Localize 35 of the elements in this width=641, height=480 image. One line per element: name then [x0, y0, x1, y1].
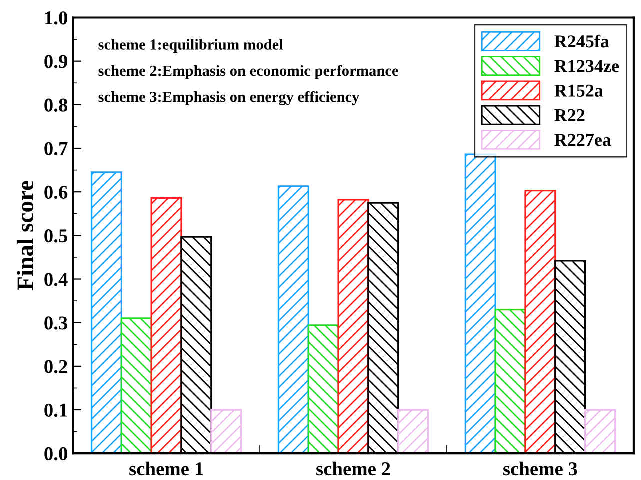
y-tick-label: 0.9: [44, 55, 68, 68]
legend-label: R227ea: [554, 134, 612, 146]
legend-label: R152a: [554, 84, 604, 97]
x-tick-label: scheme 3: [504, 462, 578, 476]
bar: [398, 409, 430, 454]
y-tick-label: 1.0: [45, 12, 68, 25]
bar: [278, 186, 310, 454]
bar: [524, 190, 556, 454]
y-tick-label: 0.3: [44, 316, 68, 330]
bar: [494, 308, 526, 454]
bar: [210, 409, 242, 454]
y-tick-label: 0.4: [44, 273, 68, 286]
bar: [308, 324, 340, 454]
annotation: scheme 2:Emphasis on economic performance: [98, 65, 398, 80]
legend-label: R1234ze: [554, 60, 620, 72]
y-tick-label: 0.2: [44, 360, 68, 374]
legend-label: R245fa: [554, 34, 610, 48]
y-axis-title: Final score: [16, 181, 34, 290]
x-tick-label: scheme 2: [316, 462, 390, 476]
y-tick-label: 0.0: [44, 447, 68, 461]
annotation: scheme 3:Emphasis on energy efficiency: [98, 91, 360, 106]
y-tick-label: 0.7: [44, 142, 68, 156]
y-tick-label: 0.5: [44, 229, 68, 243]
bar: [90, 172, 123, 454]
bar: [120, 318, 152, 454]
bar: [338, 199, 370, 454]
bar: [150, 197, 182, 454]
x-tick-label: scheme 1: [130, 462, 204, 476]
y-tick-label: 0.1: [44, 404, 68, 418]
y-tick-label: 0.6: [44, 186, 68, 200]
bar: [584, 409, 616, 454]
annotation: scheme 1:equilibrium model: [98, 39, 284, 54]
bar: [464, 154, 496, 454]
legend-label: R22: [554, 109, 585, 122]
y-tick-label: 0.8: [44, 98, 68, 112]
